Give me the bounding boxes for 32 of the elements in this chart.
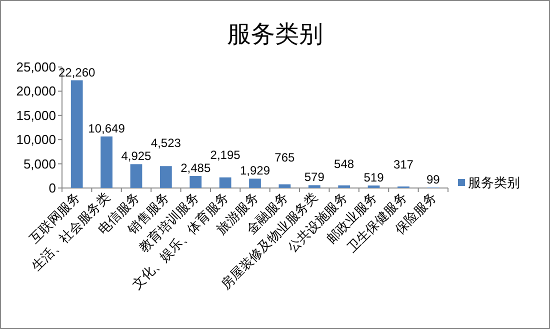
- y-tick-label: 20,000: [16, 84, 56, 99]
- data-label: 579: [304, 170, 325, 184]
- bar: [278, 184, 291, 188]
- data-label: 4,925: [121, 149, 152, 164]
- y-tick-label: 10,000: [16, 132, 56, 148]
- data-label: 519: [364, 170, 384, 184]
- bar: [368, 185, 380, 188]
- bar: [338, 185, 350, 188]
- y-tick-label: 15,000: [16, 108, 56, 123]
- y-tick-label: 25,000: [16, 60, 56, 74]
- bar: [190, 176, 202, 188]
- bar: [130, 164, 142, 188]
- bar: [70, 80, 83, 188]
- bar: [100, 136, 112, 188]
- data-label: 548: [334, 157, 354, 172]
- data-label: 22,260: [58, 65, 96, 80]
- bar: [308, 185, 320, 188]
- legend-label: 服务类别: [468, 175, 520, 190]
- bar: [160, 166, 172, 188]
- bar: [249, 178, 261, 188]
- data-label: 2,485: [180, 160, 211, 175]
- data-label: 765: [274, 150, 296, 165]
- data-label: 2,195: [210, 148, 241, 162]
- data-label: 99: [426, 172, 440, 187]
- chart-title: 服务类别: [227, 21, 323, 48]
- data-label: 10,649: [88, 121, 126, 136]
- data-label: 1,929: [240, 164, 270, 178]
- data-label: 317: [393, 157, 414, 172]
- y-tick-label: 0: [48, 180, 56, 196]
- bar: [219, 177, 232, 188]
- y-tick-label: 5,000: [23, 156, 56, 172]
- data-label: 4,523: [150, 136, 182, 150]
